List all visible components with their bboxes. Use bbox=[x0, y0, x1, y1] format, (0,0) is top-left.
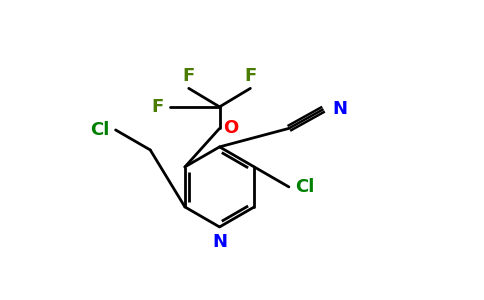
Text: N: N bbox=[212, 233, 227, 251]
Text: Cl: Cl bbox=[90, 121, 109, 139]
Text: O: O bbox=[223, 119, 238, 137]
Text: N: N bbox=[333, 100, 348, 118]
Text: F: F bbox=[244, 67, 257, 85]
Text: Cl: Cl bbox=[295, 178, 315, 196]
Text: F: F bbox=[151, 98, 164, 116]
Text: F: F bbox=[182, 67, 195, 85]
